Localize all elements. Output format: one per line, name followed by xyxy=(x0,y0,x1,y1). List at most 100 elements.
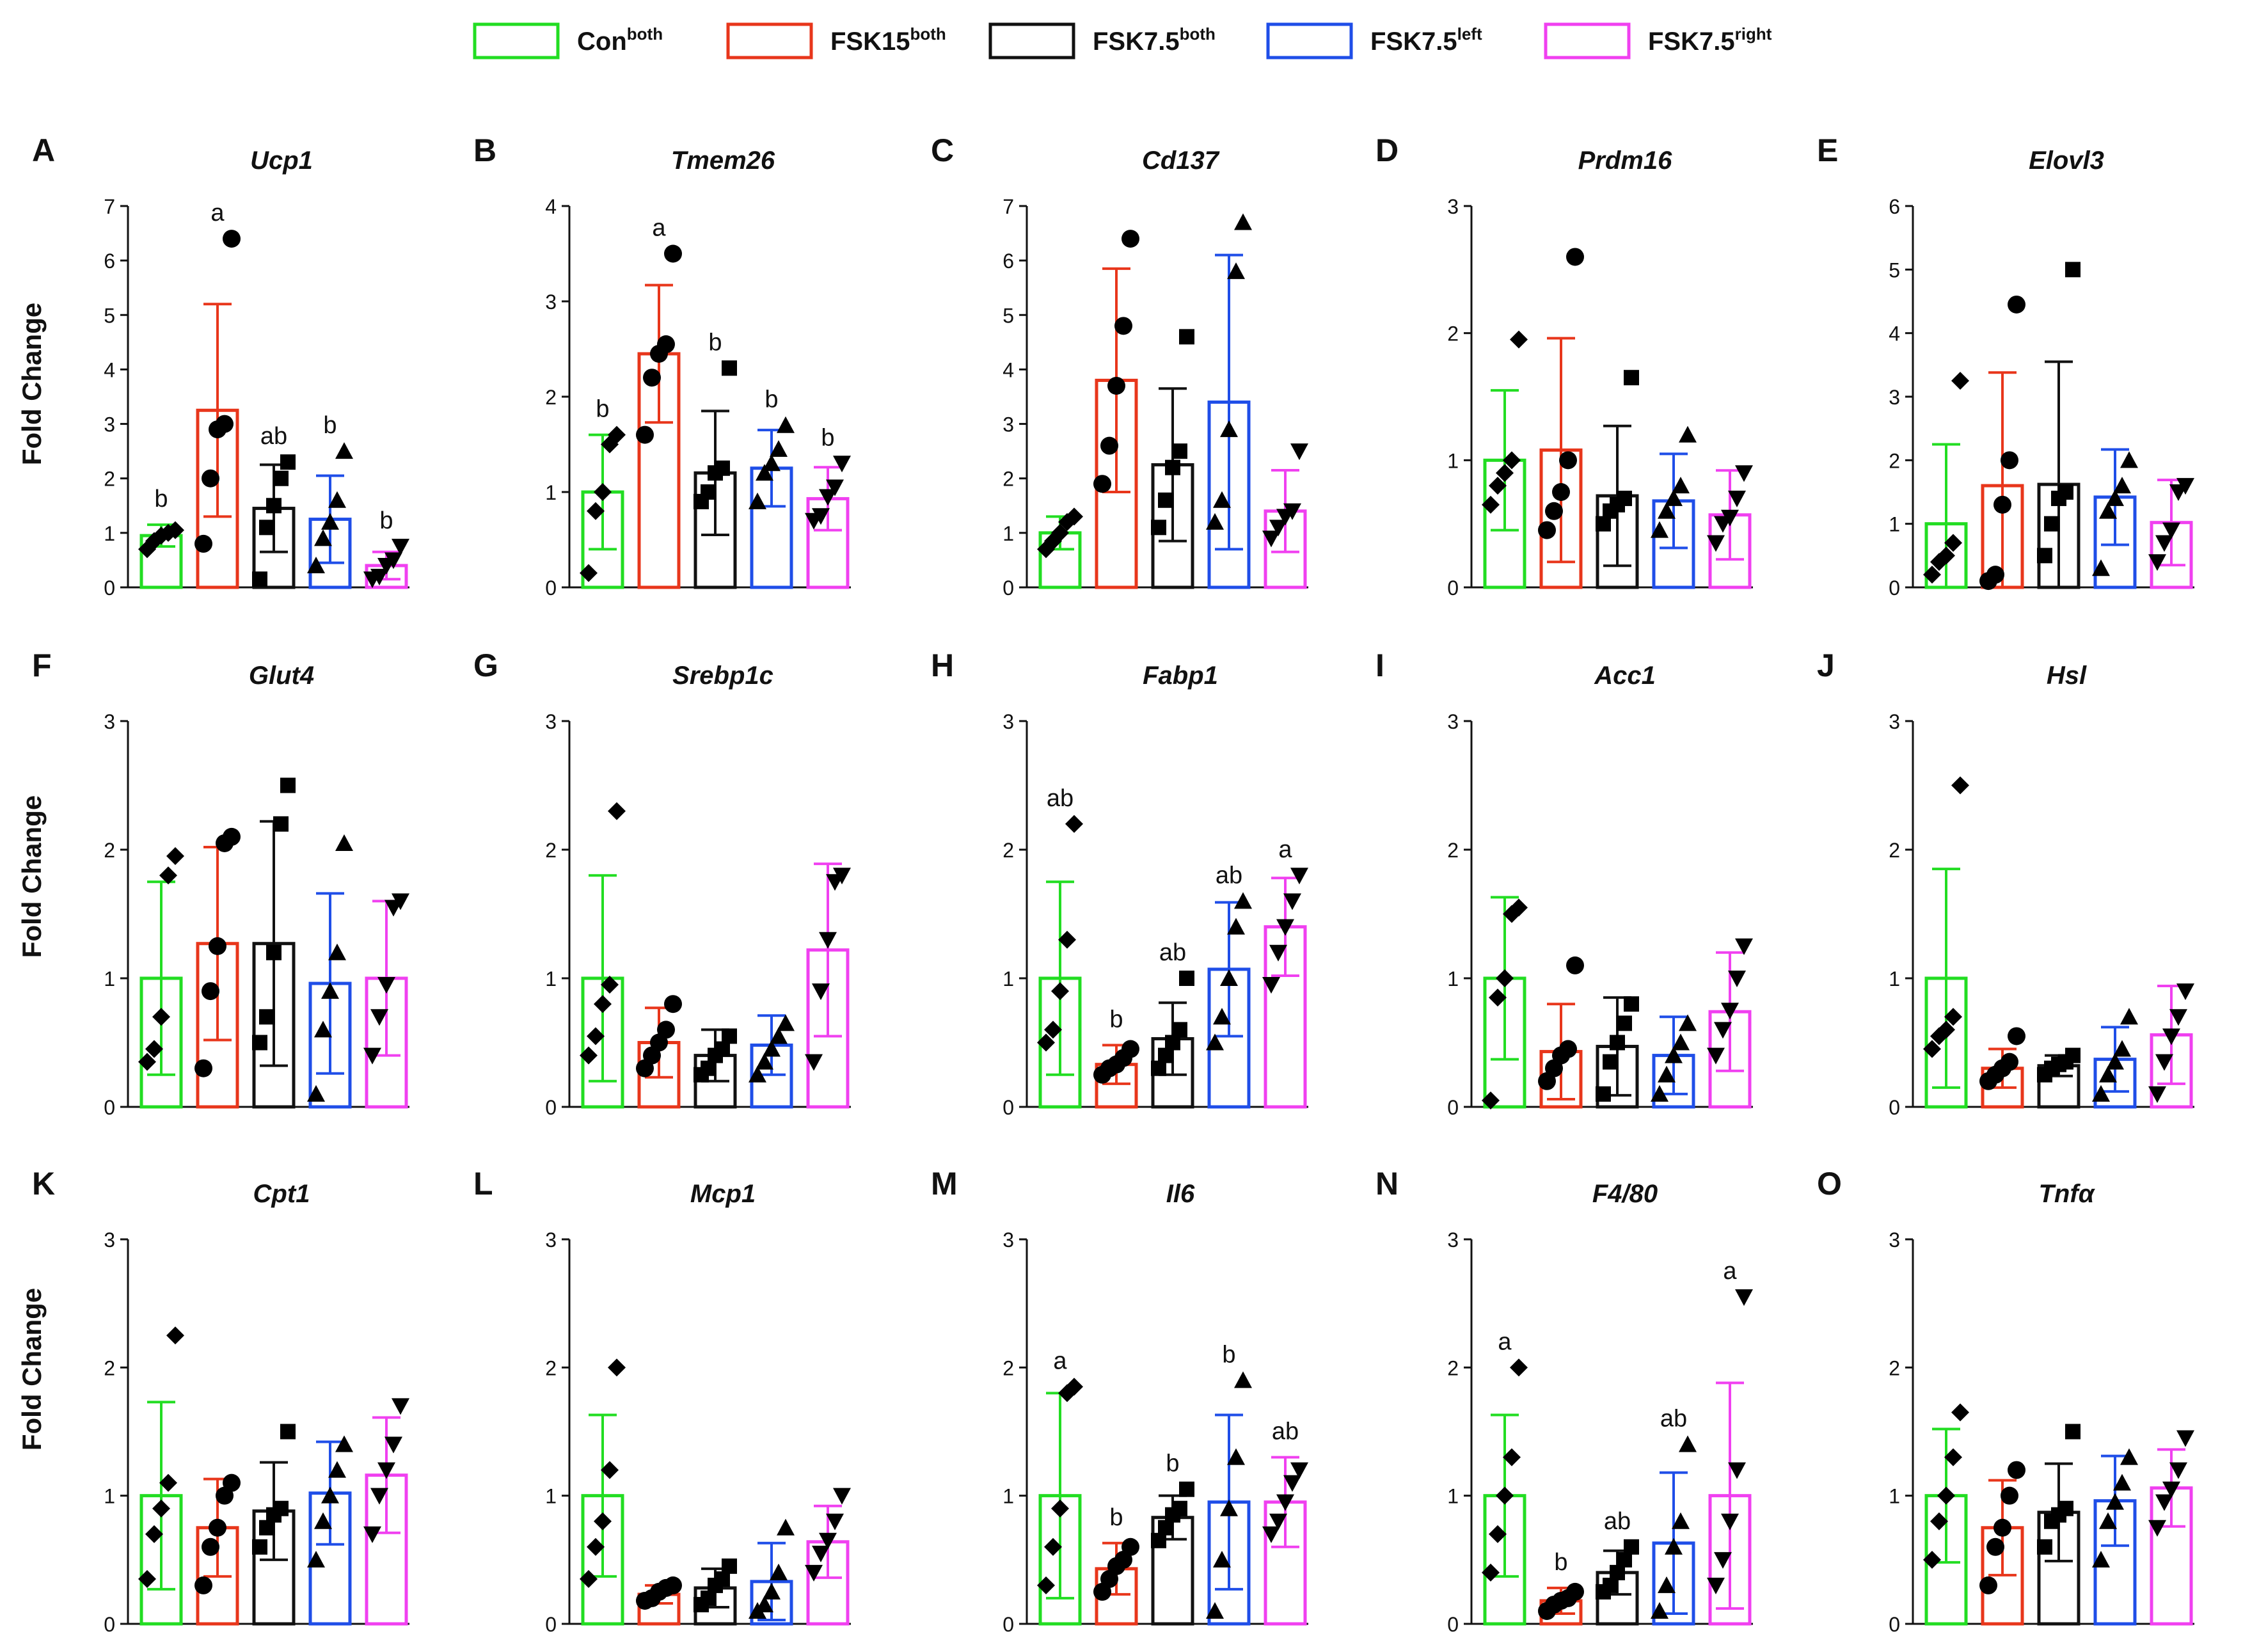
data-point xyxy=(1944,534,1962,552)
legend-label-sup: left xyxy=(1457,24,1482,44)
data-point xyxy=(1489,989,1507,1007)
legend-swatch xyxy=(1266,22,1353,60)
data-point xyxy=(1276,919,1294,936)
legend-label-sup: both xyxy=(627,24,663,44)
data-point xyxy=(314,1021,332,1038)
data-point xyxy=(1276,1494,1294,1511)
data-point xyxy=(1979,1576,1997,1594)
y-tick-label: 2 xyxy=(1447,322,1459,345)
y-tick-label: 0 xyxy=(1447,1613,1459,1636)
data-point xyxy=(1735,1289,1753,1307)
data-point xyxy=(1037,1576,1055,1594)
data-point xyxy=(1503,451,1521,470)
y-tick-label: 0 xyxy=(1889,576,1900,600)
data-point xyxy=(2008,1461,2025,1479)
data-point xyxy=(202,1537,219,1556)
data-point xyxy=(1728,1462,1746,1479)
data-point xyxy=(812,983,830,1001)
data-point xyxy=(2148,1520,2166,1537)
y-tick-label: 1 xyxy=(545,1485,557,1508)
data-point xyxy=(756,1595,773,1612)
data-point xyxy=(307,1550,325,1568)
data-point xyxy=(1158,492,1173,508)
data-point xyxy=(1051,1499,1069,1518)
data-point xyxy=(280,454,296,470)
legend-label: FSK7.5left xyxy=(1370,24,1482,56)
data-point xyxy=(335,442,353,459)
data-point xyxy=(1206,1033,1224,1051)
data-point xyxy=(2113,1473,2131,1491)
data-point xyxy=(335,1435,353,1452)
data-point xyxy=(314,1512,332,1529)
data-point xyxy=(749,492,766,509)
data-point xyxy=(2120,1448,2138,1465)
significance-letter: ab xyxy=(1047,785,1074,812)
panel-title: Prdm16 xyxy=(1578,147,1672,175)
data-point xyxy=(1707,1577,1725,1594)
data-point xyxy=(223,230,241,248)
data-point xyxy=(1179,329,1194,345)
data-point xyxy=(1651,521,1668,538)
data-point xyxy=(266,498,281,514)
panel-letter: L xyxy=(473,1166,493,1202)
data-point xyxy=(1545,502,1563,520)
significance-letter: ab xyxy=(1604,1508,1631,1535)
data-point xyxy=(1510,1358,1528,1377)
data-point xyxy=(166,1326,184,1345)
data-point xyxy=(756,1052,773,1070)
panel-title: Glut4 xyxy=(249,662,314,690)
data-point xyxy=(307,556,325,573)
data-point xyxy=(1058,930,1076,949)
data-point xyxy=(777,416,795,433)
y-tick-label: 1 xyxy=(1889,513,1900,536)
panel-L: L Mcp1 0 1 2 3 xyxy=(473,1166,851,1636)
data-point xyxy=(2120,1008,2138,1025)
data-point xyxy=(819,1532,837,1550)
data-point xyxy=(259,1009,274,1025)
data-point xyxy=(1993,1518,2011,1537)
data-point xyxy=(1603,1054,1618,1070)
data-point xyxy=(805,1054,823,1071)
significance-letter: b xyxy=(821,424,834,451)
data-point xyxy=(152,1499,170,1518)
data-point xyxy=(2092,559,2110,576)
y-tick-label: 3 xyxy=(1889,386,1900,409)
panel-B: B Tmem26 0 1 2 3 4 b a b b b xyxy=(473,132,851,600)
data-point xyxy=(1735,938,1753,955)
panel-H: H Fabp1 0 1 2 3 ab b ab ab a xyxy=(931,647,1308,1119)
data-point xyxy=(1707,1047,1725,1065)
data-point xyxy=(1269,944,1287,962)
legend-label-sup: right xyxy=(1735,24,1772,44)
data-point xyxy=(1220,1499,1238,1516)
y-tick-label: 0 xyxy=(1447,1096,1459,1119)
data-point xyxy=(826,1513,844,1530)
data-point xyxy=(826,479,844,496)
significance-letter: a xyxy=(210,200,225,226)
data-point xyxy=(159,866,177,885)
data-point xyxy=(1624,370,1639,386)
data-point xyxy=(664,1576,682,1594)
y-tick-label: 2 xyxy=(1003,1356,1014,1379)
panel-letter: O xyxy=(1817,1166,1842,1202)
y-tick-label: 2 xyxy=(545,1356,557,1379)
data-point xyxy=(1651,1601,1668,1619)
panel-letter: C xyxy=(931,132,954,168)
significance-letter: ab xyxy=(1660,1406,1687,1433)
data-point xyxy=(2169,1009,2187,1026)
data-point xyxy=(2162,522,2180,539)
data-point xyxy=(377,977,395,994)
data-point xyxy=(608,802,626,820)
data-point xyxy=(2120,451,2138,468)
data-point xyxy=(363,1047,381,1065)
y-tick-label: 3 xyxy=(1447,710,1459,733)
data-point xyxy=(1290,868,1308,885)
data-point xyxy=(145,1525,163,1543)
y-tick-label: 0 xyxy=(545,1096,557,1119)
data-point xyxy=(1496,464,1514,482)
data-point xyxy=(601,976,619,994)
y-tick-label: 3 xyxy=(545,290,557,314)
y-tick-label: 3 xyxy=(104,710,115,733)
data-point xyxy=(664,244,682,263)
data-point xyxy=(1122,1537,1139,1556)
